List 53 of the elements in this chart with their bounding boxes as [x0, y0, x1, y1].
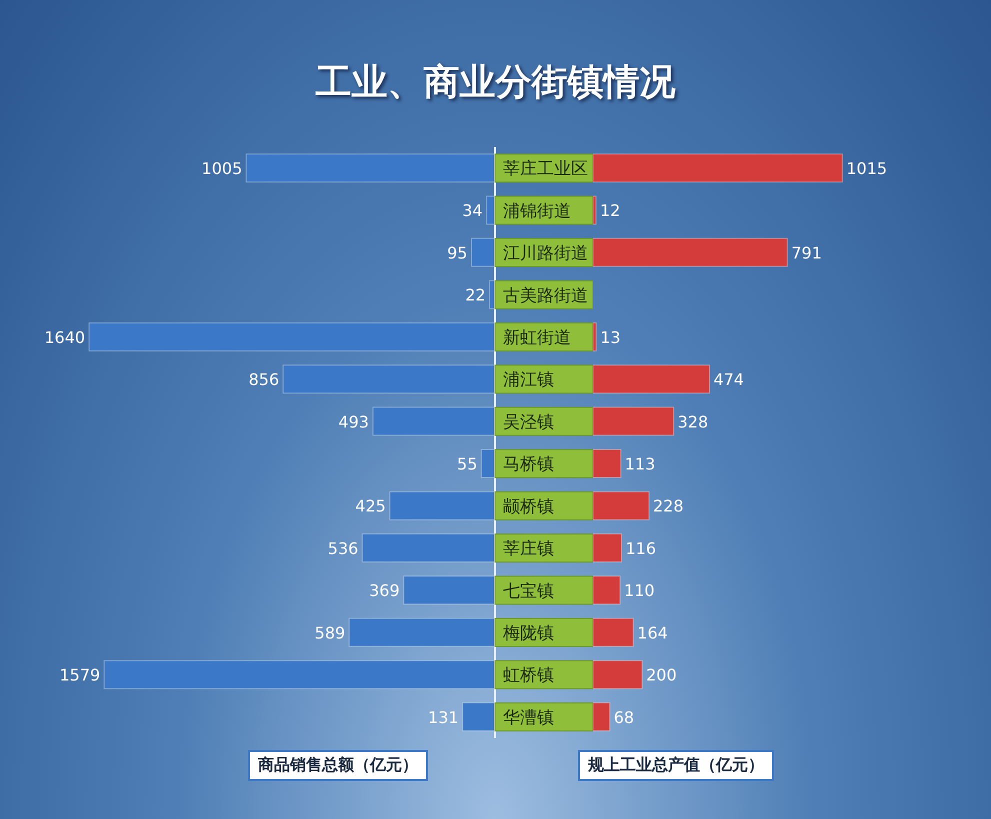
y-tick-label: 古美路街道 — [503, 286, 588, 306]
data-label: 1579 — [59, 666, 100, 685]
bar — [480, 449, 495, 478]
y-tick-label: 莘庄工业区 — [503, 159, 588, 180]
y-tick-label: 莘庄镇 — [503, 539, 554, 560]
data-label: 68 — [614, 708, 634, 727]
data-label: 536 — [328, 538, 358, 558]
x-axis-title: 商品销售总额（亿元） — [248, 750, 428, 781]
data-label: 369 — [369, 581, 400, 600]
data-label: 1640 — [44, 328, 86, 347]
data-label: 1015 — [846, 159, 888, 178]
data-label: 589 — [314, 623, 346, 642]
data-label: 113 — [624, 454, 656, 474]
data-label: 328 — [678, 412, 708, 432]
y-tick-label: 浦江镇 — [503, 370, 554, 390]
data-label: 200 — [646, 666, 677, 685]
data-label: 425 — [355, 496, 386, 516]
x-axis-title: 规上工业总产值（亿元） — [578, 750, 774, 781]
data-label: 34 — [462, 201, 483, 220]
data-label: 474 — [713, 370, 744, 390]
data-label: 110 — [624, 581, 655, 600]
y-tick-label: 浦锦街道 — [503, 201, 571, 222]
data-label: 13 — [600, 328, 621, 347]
bar — [593, 196, 596, 225]
bar — [470, 238, 495, 267]
data-label: 791 — [791, 243, 822, 262]
data-label: 95 — [447, 243, 468, 262]
data-label: 116 — [626, 538, 656, 558]
bar — [593, 702, 610, 732]
y-tick-label: 华漕镇 — [503, 708, 554, 728]
bar — [593, 576, 621, 605]
data-label: 22 — [465, 286, 486, 305]
bar — [486, 196, 495, 225]
data-label: 493 — [338, 412, 369, 432]
data-label: 1005 — [202, 159, 242, 178]
data-label: 131 — [428, 708, 459, 727]
data-label: 55 — [457, 454, 478, 474]
y-tick-label: 新虹街道 — [503, 328, 571, 348]
bar — [593, 449, 622, 478]
y-tick-label: 七宝镇 — [503, 581, 554, 602]
data-label: 12 — [600, 201, 620, 220]
y-tick-label: 梅陇镇 — [502, 623, 554, 644]
bar — [593, 322, 597, 352]
bar — [593, 533, 622, 562]
data-label: 228 — [653, 496, 684, 516]
y-tick-label: 颛桥镇 — [503, 496, 554, 517]
y-tick-label: 马桥镇 — [503, 454, 554, 475]
data-label: 856 — [248, 370, 280, 390]
y-tick-label: 吴泾镇 — [503, 412, 554, 432]
chart-title: 工业、商业分街镇情况 — [314, 61, 676, 105]
data-label: 164 — [637, 623, 668, 642]
y-tick-label: 虹桥镇 — [503, 666, 554, 686]
y-tick-label: 江川路街道 — [503, 244, 588, 264]
